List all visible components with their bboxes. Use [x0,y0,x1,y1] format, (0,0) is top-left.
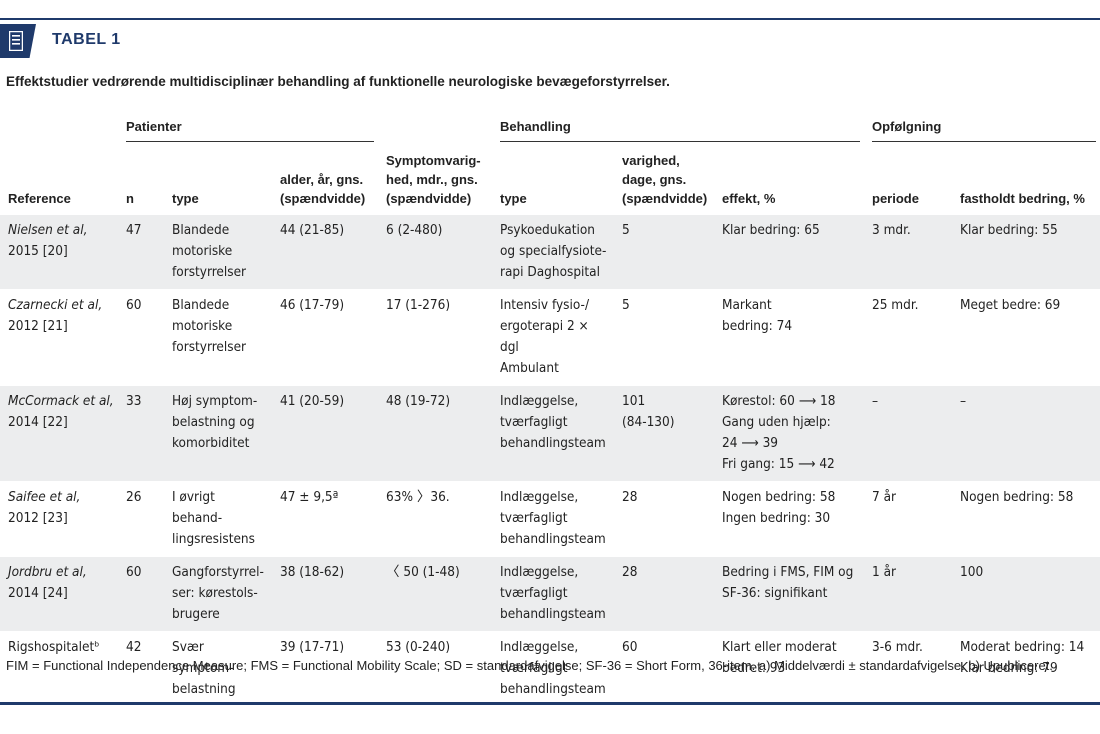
cell-reference: Saifee et al, 2012 [23] [8,489,81,526]
col-header-age: alder, år, gns. (spændvidde) [280,172,366,206]
cell-n: 26 [126,489,142,505]
cell-symptom: 63% 〉36. [386,489,450,505]
cell-treat-type: Psykoedukation og specialfysiote-rapi Dag… [492,214,614,290]
cell-period: 25 mdr. [872,297,919,313]
col-header-n: n [126,191,134,206]
cell-n: 60 [118,556,164,632]
col-header-treatment-type: type [500,191,527,206]
table-footnote: FIM = Functional Independence Measure; F… [6,658,1053,673]
cell-duration: 28 [614,556,714,632]
cell-type: Blandede motoriske forstyrrelser [164,214,272,290]
cell-reference: Jordbru et al, 2014 [24] [0,556,118,632]
top-rule [0,18,1100,20]
col-header-period: periode [872,191,919,206]
table-row: Saifee et al, 2012 [23] 26 I øvrigt behand-… [0,481,1100,557]
table-row: McCormack et al, 2014 [22] 33 Høj symptom-b… [0,385,1100,482]
cell-sustained: Klar bedring: 55 [952,214,1100,290]
col-header-reference: Reference [8,191,71,206]
cell-type: Svær symptom-belastning [172,639,236,697]
cell-treat-type: Indlæggelse, tværfagligt behandlingsteam [492,385,614,482]
cell-reference: Nielsen et al, 2015 [20] [0,214,118,290]
cell-treat-type: Indlæggelse, tværfagligt behandlingsteam [500,639,606,697]
table-row: Nielsen et al, 2015 [20] 47 Blandede motoris… [0,214,1100,290]
group-header-treatment: Behandling [492,112,864,142]
group-header-patients: Patienter [118,112,378,142]
cell-age: 46 (17-79) [280,297,345,313]
cell-age: 41 (20-59) [272,385,378,482]
col-header-type: type [172,191,199,206]
cell-period: – [864,385,952,482]
cell-effect: Bedring i FMS, FIM og SF-36: signifikant [714,556,864,632]
group-header-followup: Opfølgning [864,112,1100,142]
cell-treat-type: Indlæggelse, tværfagligt behandlingsteam [500,489,606,547]
cell-sustained: Moderat bedring: 14 Klar bedring: 79 [960,639,1085,676]
cell-period: 3-6 mdr. [872,639,923,655]
cell-type: Blandede motoriske forstyrrelser [172,297,247,355]
document-list-icon [0,24,36,58]
cell-reference: Czarnecki et al, 2012 [21] [8,297,103,334]
cell-type: Høj symptom-belastning og komorbiditet [164,385,272,482]
cell-sustained: Meget bedre: 69 [960,297,1061,313]
col-header-effect: effekt, % [722,191,776,206]
table-row: Rigshospitaletᵇ 42 Svær symptom-belastning… [0,631,1100,707]
table-row: Czarnecki et al, 2012 [21] 60 Blandede motor… [0,289,1100,386]
cell-effect: Klar bedring: 65 [714,214,864,290]
col-header-symptom-duration: Symptomvarig-hed, mdr., gns. (spændvidde) [386,153,481,206]
cell-treat-type: Intensiv fysio-/ergoterapi 2 × dgl Ambula… [500,297,590,376]
cell-n: 42 [126,639,142,655]
cell-symptom: 6 (2-480) [378,214,492,290]
cell-symptom: 48 (19-72) [378,385,492,482]
cell-sustained: – [952,385,1100,482]
cell-symptom: 53 (0-240) [386,639,451,655]
col-header-sustained: fastholdt bedring, % [960,191,1085,206]
cell-reference: McCormack et al, 2014 [22] [0,385,118,482]
cell-effect: Kørestol: 60 ⟶ 18 Gang uden hjælp: 24 ⟶ 39… [714,385,864,482]
cell-duration: 5 [614,214,714,290]
cell-effect: Markant bedring: 74 [722,297,793,334]
cell-duration: 101 (84-130) [614,385,714,482]
cell-age: 47 ± 9,5ª [280,489,339,505]
cell-n: 47 [118,214,164,290]
cell-sustained: Nogen bedring: 58 [960,489,1074,505]
cell-treat-type: Indlæggelse, tværfagligt behandlingsteam [492,556,614,632]
cell-duration: 60 [622,639,638,655]
cell-age: 38 (18-62) [272,556,378,632]
cell-effect: Klart eller moderat bedret: 93 [722,639,837,676]
cell-period: 3 mdr. [864,214,952,290]
cell-duration: 5 [622,297,630,313]
cell-type: Gangforstyrrel-ser: kørestols-brugere [164,556,272,632]
cell-age: 39 (17-71) [280,639,345,655]
cell-symptom: 17 (1-276) [386,297,451,313]
cell-type: I øvrigt behand-lingsresistens [172,489,255,547]
cell-n: 60 [126,297,142,313]
table-title-bar: TABEL 1 [0,22,1100,62]
cell-sustained: 100 [952,556,1100,632]
effect-studies-table: Patienter Behandling Opfølgning Referenc… [0,112,1100,706]
bottom-rule [0,702,1100,705]
col-header-duration: varighed, dage, gns. (spændvidde) [622,153,708,206]
table-title: TABEL 1 [52,31,121,48]
cell-age: 44 (21-85) [272,214,378,290]
table-row: Jordbru et al, 2014 [24] 60 Gangforstyrrel-… [0,556,1100,632]
cell-duration: 28 [622,489,638,505]
cell-reference: Rigshospitaletᵇ [8,639,100,655]
cell-effect: Nogen bedring: 58 Ingen bedring: 30 [722,489,836,526]
cell-period: 1 år [864,556,952,632]
cell-symptom: 〈 50 (1-48) [378,556,492,632]
cell-period: 7 år [872,489,897,505]
table-caption: Effektstudier vedrørende multidisciplinæ… [6,74,670,89]
cell-n: 33 [118,385,164,482]
